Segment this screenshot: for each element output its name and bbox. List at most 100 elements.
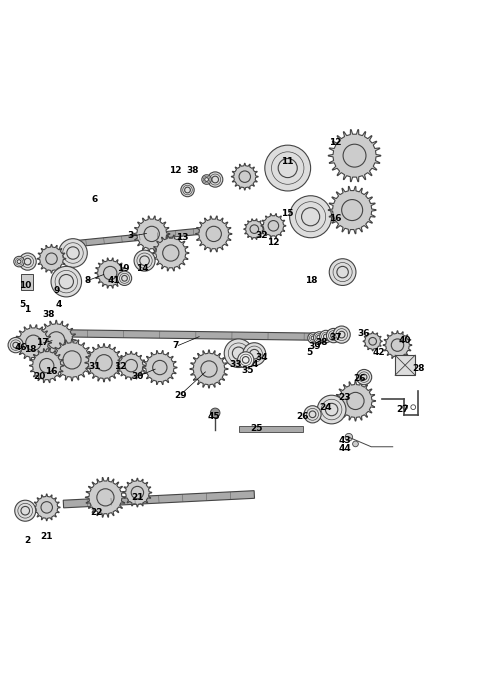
Circle shape: [317, 395, 346, 424]
Text: 25: 25: [251, 424, 263, 433]
Text: 24: 24: [320, 402, 332, 411]
Text: 14: 14: [136, 264, 148, 273]
Polygon shape: [363, 332, 382, 351]
Circle shape: [331, 333, 336, 338]
Circle shape: [333, 326, 350, 343]
Polygon shape: [143, 350, 177, 384]
Text: 12: 12: [329, 138, 342, 147]
Text: 11: 11: [281, 157, 294, 166]
Text: 21: 21: [131, 493, 144, 502]
Circle shape: [125, 359, 137, 372]
Text: 26: 26: [353, 374, 366, 383]
Circle shape: [353, 441, 359, 447]
Circle shape: [403, 404, 408, 409]
Circle shape: [411, 404, 416, 409]
Polygon shape: [383, 331, 412, 359]
Text: 39: 39: [309, 342, 321, 351]
Circle shape: [304, 406, 321, 423]
Text: 33: 33: [229, 360, 241, 369]
Text: 16: 16: [45, 367, 58, 376]
Circle shape: [117, 271, 132, 286]
Text: 5: 5: [19, 300, 25, 309]
Polygon shape: [95, 258, 125, 288]
Circle shape: [337, 266, 348, 278]
Text: 10: 10: [19, 281, 31, 290]
Text: 13: 13: [177, 234, 189, 243]
Polygon shape: [37, 245, 66, 273]
Polygon shape: [123, 478, 152, 507]
Circle shape: [342, 199, 363, 220]
Circle shape: [96, 354, 112, 371]
Circle shape: [14, 256, 24, 267]
Circle shape: [13, 342, 19, 348]
Circle shape: [206, 227, 221, 242]
Text: 46: 46: [14, 343, 27, 352]
Circle shape: [15, 500, 36, 521]
Circle shape: [46, 253, 57, 265]
Circle shape: [144, 227, 159, 242]
Circle shape: [8, 338, 24, 353]
Polygon shape: [15, 325, 51, 361]
Polygon shape: [117, 351, 145, 380]
Circle shape: [131, 486, 144, 499]
Circle shape: [313, 332, 325, 343]
Text: 29: 29: [174, 391, 187, 400]
Text: 38: 38: [43, 309, 55, 318]
Polygon shape: [85, 344, 123, 382]
Circle shape: [51, 266, 82, 297]
Polygon shape: [36, 320, 76, 361]
Circle shape: [268, 220, 279, 231]
Circle shape: [347, 393, 364, 409]
Circle shape: [17, 260, 21, 263]
Text: 40: 40: [398, 336, 411, 345]
Text: 4: 4: [56, 300, 62, 309]
Text: 12: 12: [267, 238, 280, 247]
Polygon shape: [328, 186, 376, 234]
Text: 8: 8: [84, 276, 90, 285]
Text: 42: 42: [372, 348, 384, 357]
Bar: [22, 275, 33, 291]
Circle shape: [317, 335, 322, 340]
Circle shape: [41, 502, 52, 513]
Circle shape: [320, 330, 332, 343]
Circle shape: [343, 144, 366, 167]
Text: 26: 26: [296, 412, 308, 421]
Circle shape: [301, 208, 320, 226]
Circle shape: [224, 339, 253, 368]
Circle shape: [26, 335, 41, 350]
Circle shape: [232, 347, 245, 359]
Circle shape: [201, 361, 217, 377]
Text: 6: 6: [91, 195, 97, 204]
Circle shape: [238, 352, 254, 368]
Text: 45: 45: [207, 412, 220, 421]
Text: 16: 16: [329, 214, 342, 223]
Polygon shape: [153, 235, 189, 271]
Polygon shape: [63, 491, 254, 508]
Text: 36: 36: [358, 329, 371, 338]
Circle shape: [24, 259, 31, 265]
Text: 32: 32: [255, 231, 268, 240]
Circle shape: [338, 332, 345, 338]
Circle shape: [207, 172, 223, 187]
Circle shape: [243, 343, 266, 366]
Polygon shape: [68, 227, 212, 247]
Text: 23: 23: [339, 393, 351, 402]
Text: 3: 3: [127, 231, 133, 240]
Text: 12: 12: [169, 166, 182, 175]
Polygon shape: [328, 130, 381, 181]
Circle shape: [67, 247, 79, 259]
Circle shape: [289, 196, 332, 238]
Text: 20: 20: [34, 372, 46, 381]
Circle shape: [239, 171, 251, 182]
Circle shape: [39, 359, 54, 373]
Text: 34: 34: [255, 354, 268, 363]
Circle shape: [309, 411, 316, 418]
Bar: [239, 426, 303, 432]
Polygon shape: [34, 494, 60, 521]
Circle shape: [345, 434, 353, 441]
Text: 38: 38: [186, 166, 199, 175]
Circle shape: [21, 507, 30, 515]
Text: 15: 15: [281, 209, 294, 218]
Polygon shape: [133, 216, 170, 252]
Circle shape: [391, 339, 404, 351]
